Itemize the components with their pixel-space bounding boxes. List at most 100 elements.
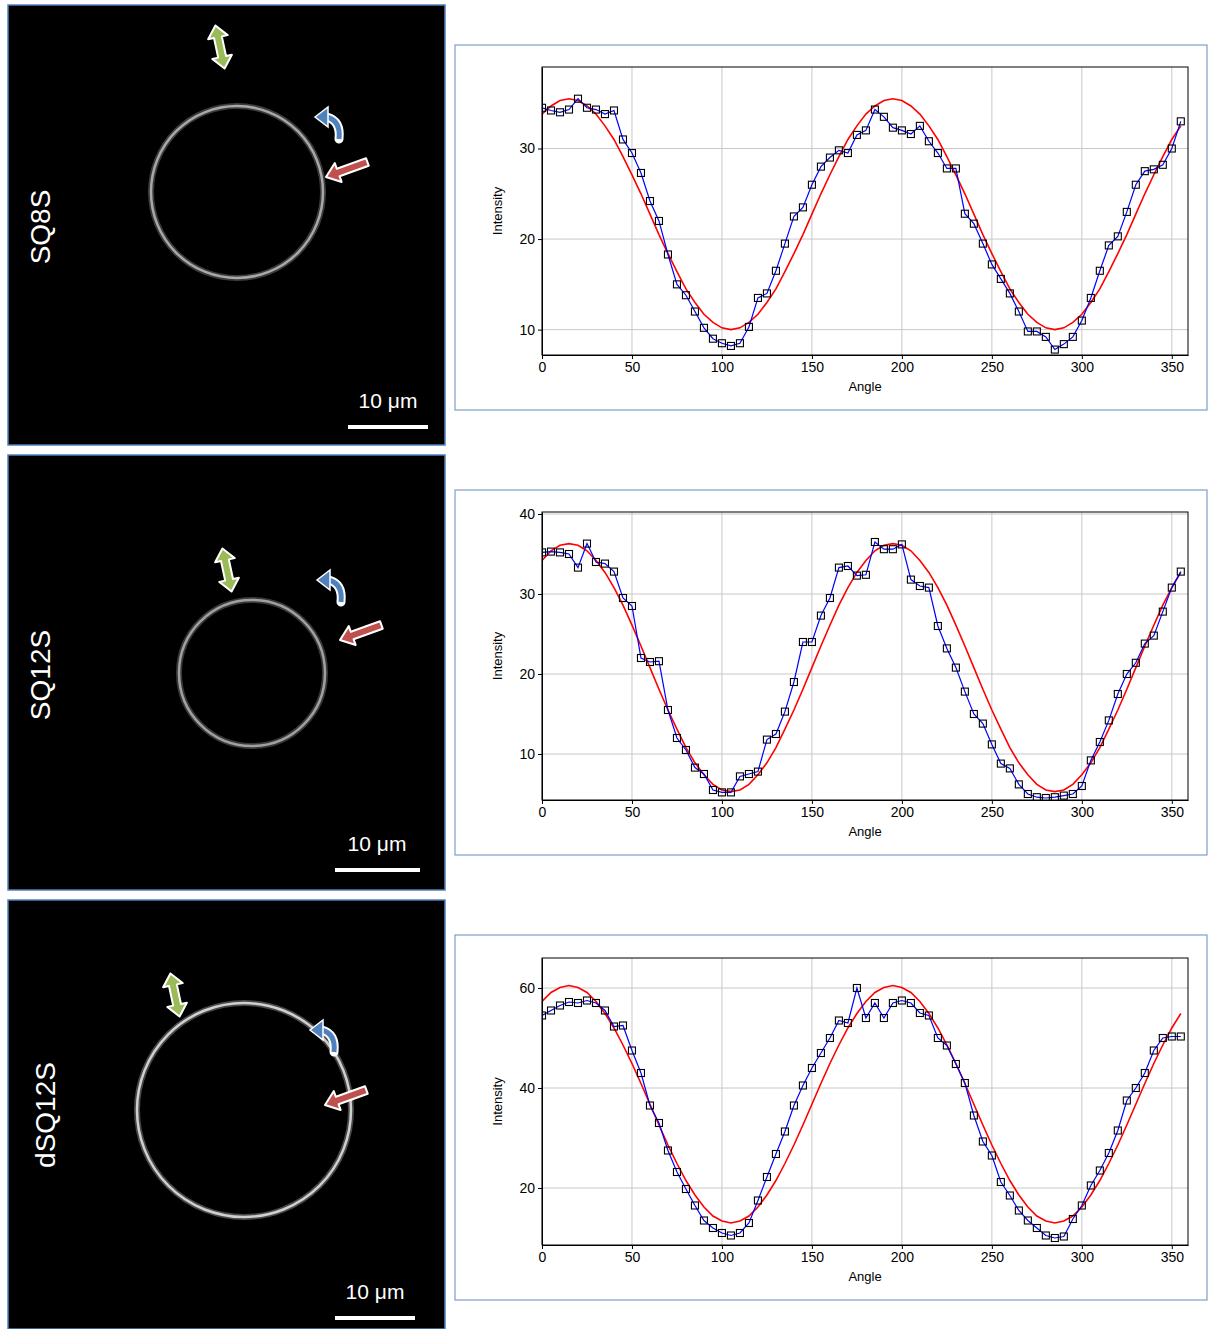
data-point [646, 1102, 653, 1109]
x-tick-label: 50 [625, 359, 641, 375]
data-point [610, 107, 617, 114]
data-point [1150, 632, 1157, 639]
data-point [1033, 1225, 1040, 1232]
vesicle-ring [137, 1003, 351, 1217]
data-point [763, 290, 770, 297]
data-point [925, 584, 932, 591]
rotation-arrow-body [329, 580, 341, 602]
data-point [1141, 168, 1148, 175]
data-point [601, 560, 608, 567]
data-point [961, 210, 968, 217]
x-axis-title: Angle [848, 1269, 881, 1284]
y-tick-label: 30 [519, 140, 535, 156]
data-point [583, 540, 590, 547]
data-point [583, 997, 590, 1004]
data-point [601, 111, 608, 118]
data-point [718, 340, 725, 347]
data-point [934, 150, 941, 157]
data-point [709, 1225, 716, 1232]
data-point [646, 198, 653, 205]
data-point [682, 747, 689, 754]
y-tick-mark [538, 239, 542, 240]
data-point [700, 324, 707, 331]
data-point [988, 1152, 995, 1159]
grid [542, 958, 1188, 1245]
pointer-arrow [323, 153, 371, 187]
data-point [1033, 794, 1040, 800]
data-point [916, 122, 923, 129]
data-point [601, 1007, 608, 1014]
data-point [547, 1007, 554, 1014]
data-point [1141, 640, 1148, 647]
data-point [898, 127, 905, 134]
series-line [542, 542, 1181, 798]
y-tick-mark [538, 754, 542, 755]
data-point [619, 136, 626, 143]
plot-frame [542, 958, 1188, 1245]
data-point [1060, 792, 1067, 799]
data-point [853, 985, 860, 992]
data-point [772, 267, 779, 274]
data-point [1132, 181, 1139, 188]
y-tick: 10 [519, 322, 542, 338]
grid-line-y [542, 1088, 1188, 1089]
x-tick: 150 [801, 355, 825, 375]
data-point [1105, 717, 1112, 724]
scale-bar-label: 10 μm [346, 1280, 405, 1303]
scale-bar [335, 868, 420, 872]
data-point [934, 623, 941, 630]
image-panel: SQ12S10 μm [8, 455, 445, 890]
data-point [1150, 166, 1157, 173]
data-point [565, 551, 572, 558]
data-point [691, 308, 698, 315]
data-point [736, 773, 743, 780]
image-background [8, 5, 445, 445]
data-point [997, 275, 1004, 282]
data-point [592, 106, 599, 113]
plot-data [542, 539, 1184, 801]
data-point [682, 292, 689, 299]
image-background [8, 455, 445, 890]
data-point [1078, 317, 1085, 324]
data-point [619, 595, 626, 602]
y-tick: 40 [519, 506, 542, 522]
data-point [898, 997, 905, 1004]
data-point [889, 546, 896, 553]
grid [542, 67, 1188, 355]
data-point [700, 771, 707, 778]
data-point [628, 150, 635, 157]
data-point [556, 1002, 563, 1009]
data-point [574, 564, 581, 571]
grid-line-y [542, 674, 1188, 675]
grid-line-y [542, 754, 1188, 755]
rotation-arrow [317, 570, 341, 602]
data-point [1051, 346, 1058, 353]
series-line [542, 544, 1181, 792]
data-point [916, 1010, 923, 1017]
grid-line-y [542, 514, 1188, 515]
chart: 050100150200250300350204060AngleIntensit… [455, 935, 1207, 1300]
chart-box [455, 45, 1207, 410]
data-point [1042, 1232, 1049, 1239]
y-axis-title: Intensity [490, 1077, 505, 1126]
data-point [610, 568, 617, 575]
data-point [1069, 791, 1076, 798]
x-tick: 300 [1071, 800, 1095, 820]
data-point [970, 1112, 977, 1119]
data-point [574, 1000, 581, 1007]
data-point [943, 645, 950, 652]
data-point [772, 1151, 779, 1158]
data-point [610, 1023, 617, 1030]
data-point [871, 1000, 878, 1007]
data-point [1123, 208, 1130, 215]
y-axis: 102030 [519, 68, 542, 356]
data-point [880, 113, 887, 120]
y-tick-mark [538, 149, 542, 150]
data-point [727, 1232, 734, 1239]
plot-frame [542, 67, 1188, 355]
data-point [718, 789, 725, 796]
pointer-arrow [322, 1081, 370, 1115]
y-tick-label: 40 [519, 506, 535, 522]
x-tick: 350 [1161, 355, 1185, 375]
x-tick: 350 [1161, 1245, 1185, 1265]
